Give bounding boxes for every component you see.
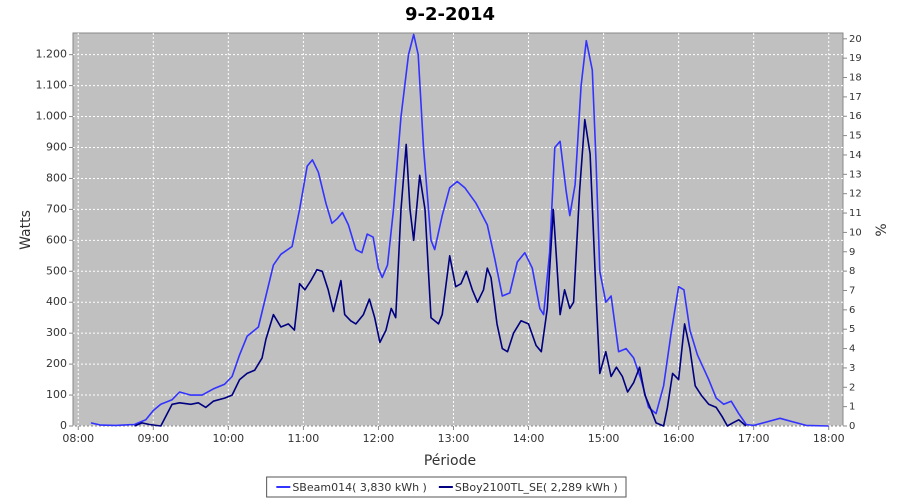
x-tick-label: 11:00 xyxy=(288,432,320,445)
x-tick-label: 15:00 xyxy=(588,432,620,445)
x-tick-label: 08:00 xyxy=(62,432,94,445)
y2-tick-label: 13 xyxy=(849,169,862,180)
y-tick-label: 700 xyxy=(46,202,67,215)
y-tick-label: 1.100 xyxy=(36,79,68,92)
plot-area xyxy=(72,32,844,427)
y2-tick-label: 12 xyxy=(849,189,862,200)
x-tick-label: 17:00 xyxy=(738,432,770,445)
x-tick-label: 14:00 xyxy=(513,432,545,445)
y2-tick-label: 16 xyxy=(849,111,862,122)
y-tick-label: 900 xyxy=(46,140,67,153)
x-tick-label: 09:00 xyxy=(137,432,169,445)
y-tick-label: 1.200 xyxy=(36,48,68,61)
y2-tick-label: 14 xyxy=(849,150,862,161)
series-line xyxy=(134,118,747,427)
x-axis-label: Période xyxy=(424,453,476,469)
x-tick-label: 18:00 xyxy=(813,432,845,445)
y2-tick-label: 4 xyxy=(849,344,855,355)
y-tick-label: 300 xyxy=(46,326,67,339)
y-tick-label: 600 xyxy=(46,233,67,246)
y2-tick-label: 11 xyxy=(849,208,862,219)
y-tick-label: 400 xyxy=(46,295,67,308)
y-axis-label: Watts xyxy=(18,210,34,250)
y-tick-label: 0 xyxy=(60,419,67,432)
y2-tick-label: 19 xyxy=(849,53,862,64)
y2-axis-label: % xyxy=(874,223,890,236)
y2-tick-label: 10 xyxy=(849,227,862,238)
y2-tick-label: 3 xyxy=(849,363,855,374)
x-tick-label: 12:00 xyxy=(363,432,395,445)
y-tick-label: 800 xyxy=(46,171,67,184)
y-tick-label: 1.000 xyxy=(36,110,68,123)
legend: SBeam014( 3,830 kWh ) SBoy2100TL_SE( 2,28… xyxy=(266,476,627,498)
x-tick-label: 13:00 xyxy=(438,432,470,445)
y2-tick-label: 0 xyxy=(849,421,855,432)
legend-label: SBeam014( 3,830 kWh ) xyxy=(292,481,427,494)
y2-tick-label: 9 xyxy=(849,247,855,258)
y2-tick-label: 7 xyxy=(849,285,855,296)
y-tick-label: 100 xyxy=(46,388,67,401)
y2-tick-label: 6 xyxy=(849,305,855,316)
y-tick-label: 500 xyxy=(46,264,67,277)
y2-tick-label: 17 xyxy=(849,92,862,103)
y2-tick-label: 5 xyxy=(849,324,855,335)
legend-label: SBoy2100TL_SE( 2,289 kWh ) xyxy=(455,481,618,494)
y2-tick-label: 2 xyxy=(849,382,855,393)
y2-tick-label: 1 xyxy=(849,402,855,413)
series-line xyxy=(90,33,829,427)
x-tick-label: 16:00 xyxy=(663,432,695,445)
y2-tick-label: 18 xyxy=(849,73,862,84)
y2-tick-label: 15 xyxy=(849,131,862,142)
y-tick-label: 200 xyxy=(46,357,67,370)
chart-title: 9-2-2014 xyxy=(405,4,495,25)
y2-tick-label: 8 xyxy=(849,266,855,277)
y2-tick-label: 20 xyxy=(849,34,862,45)
x-tick-label: 10:00 xyxy=(212,432,244,445)
